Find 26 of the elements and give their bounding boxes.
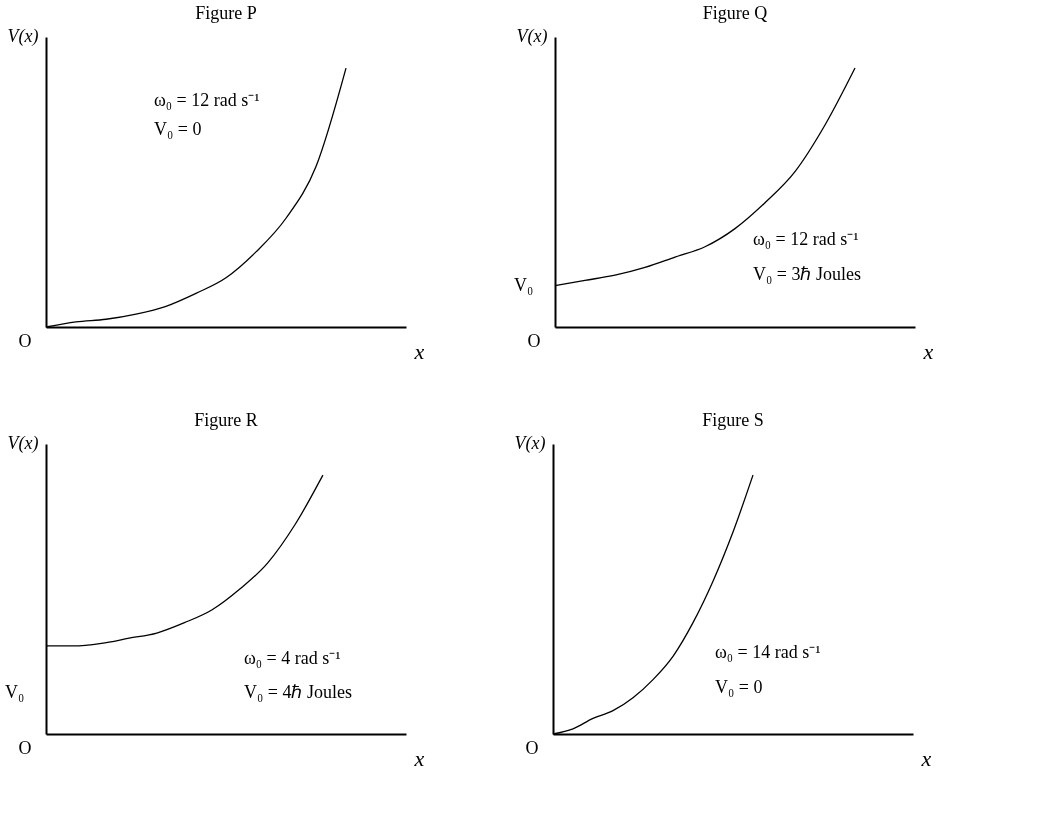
text: O [18, 330, 32, 351]
x-axis-title: x [413, 745, 425, 771]
chart-title: Figure P [195, 3, 257, 23]
x-axis-title: x [920, 745, 932, 771]
chart-title: Figure R [194, 410, 258, 430]
annotation: V₀ = 0 [154, 118, 202, 139]
chart-title: Figure Q [702, 3, 768, 23]
text: V₀ [514, 275, 534, 296]
chart-title: Figure S [702, 410, 764, 430]
annotation: ω₀ = 12 rad s⁻¹ [753, 229, 859, 249]
annotation: V₀ = 3ℏ Joules [753, 263, 861, 284]
annotation: ω₀ = 14 rad s⁻¹ [715, 641, 821, 662]
annotation: ω₀ = 4 rad s⁻¹ [244, 647, 341, 668]
y-axis-title: V(x) [514, 432, 546, 454]
y-axis-title: V(x) [7, 432, 39, 454]
text: V₀ [5, 682, 25, 703]
x-axis-title: x [413, 338, 425, 364]
x-axis-title: x [922, 338, 934, 364]
text: O [18, 737, 32, 758]
text: O [525, 737, 539, 758]
text: O [527, 330, 541, 351]
annotation: V₀ = 4ℏ Joules [244, 682, 352, 703]
y-axis-title: V(x) [7, 25, 39, 47]
annotation: V₀ = 0 [715, 676, 763, 697]
y-axis-title: V(x) [516, 25, 548, 47]
annotation: ω₀ = 12 rad s⁻¹ [154, 89, 260, 110]
